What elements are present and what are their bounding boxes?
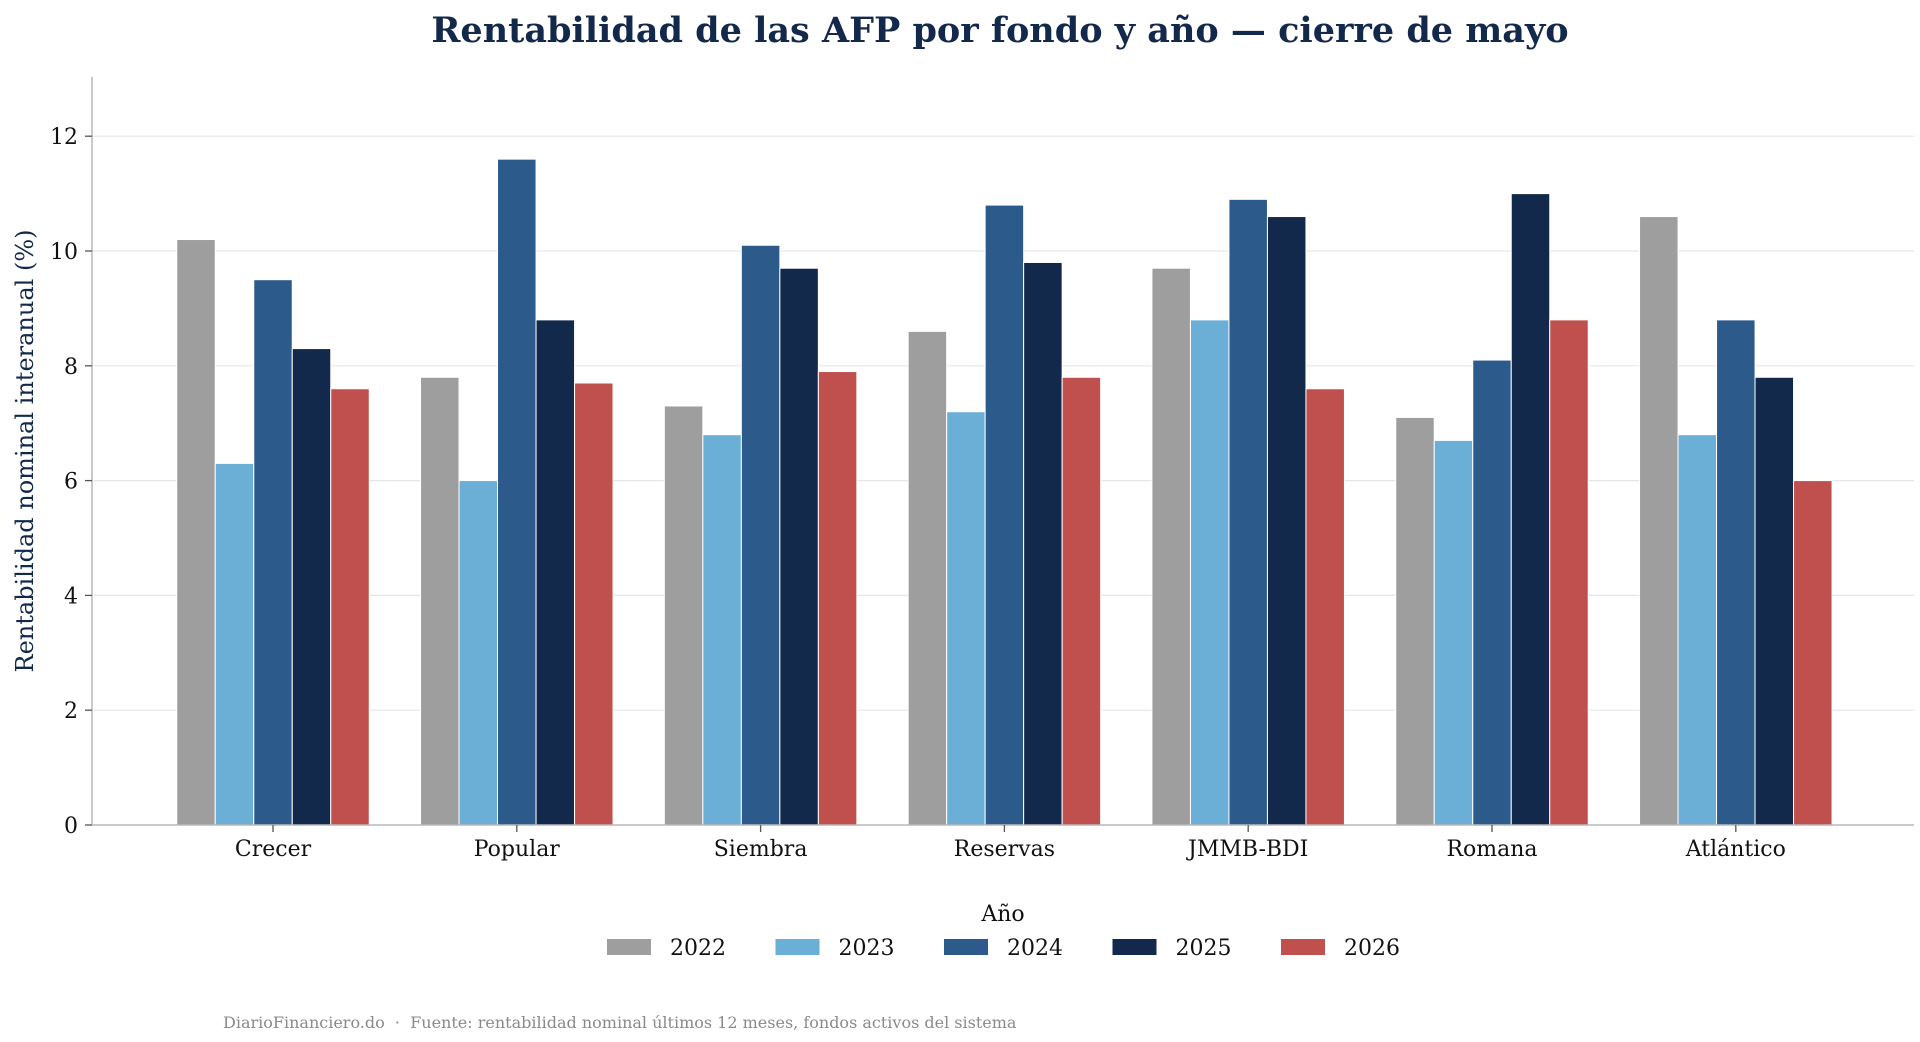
bar-2026-Atlántico [1793, 480, 1833, 826]
x-ticks: Crecer Popular Siembra Reservas JMMB-BDI Roma… [235, 825, 1786, 862]
bar-2024-Popular [497, 158, 537, 826]
bar-2025-Reservas [1023, 261, 1063, 826]
x-tick-label: JMMB-BDI [1186, 837, 1308, 862]
legend: Año 2022 2023 2024 2025 2026 [607, 902, 1400, 961]
bar-2024-Atlántico [1716, 319, 1756, 826]
bar-2022-Reservas [907, 330, 948, 826]
bar-2022-Atlántico [1639, 216, 1679, 826]
legend-label: 2023 [839, 936, 895, 961]
bar-2024-Reservas [984, 204, 1025, 826]
y-tick-label: 4 [64, 584, 78, 609]
bar-2022-JMMB-BDI [1151, 267, 1191, 826]
axes [91, 77, 1914, 826]
bar-2025-Romana [1510, 193, 1551, 826]
bar-2024-JMMB-BDI [1228, 198, 1268, 826]
x-tick-label: Reservas [954, 837, 1055, 862]
y-tick-label: 6 [64, 470, 78, 495]
bar-2026-Popular [574, 382, 614, 826]
legend-label: 2024 [1007, 936, 1063, 961]
legend-label: 2025 [1176, 936, 1232, 961]
x-tick-label: Popular [474, 837, 561, 862]
x-tick-label: Atlántico [1685, 837, 1786, 862]
bar-2026-Reservas [1061, 376, 1102, 826]
bar-2023-Reservas [946, 411, 986, 826]
bar-2022-Crecer [176, 239, 216, 826]
y-axis-label: Rentabilidad nominal interanual (%) [11, 230, 39, 673]
bar-2023-Siembra [702, 434, 742, 826]
bar-2025-Siembra [779, 267, 819, 826]
x-tick-label: Romana [1446, 837, 1537, 862]
bar-2026-Crecer [330, 388, 370, 826]
x-tick-label: Crecer [235, 837, 312, 862]
bar-2026-Romana [1549, 319, 1589, 826]
bar-2023-Atlántico [1677, 434, 1718, 826]
bar-2024-Romana [1472, 359, 1512, 826]
legend-swatch-2025 [1112, 939, 1157, 955]
legend-swatch-2026 [1281, 939, 1325, 955]
bar-2026-Siembra [817, 371, 858, 826]
chart-title: Rentabilidad de las AFP por fondo y año … [431, 10, 1568, 51]
legend-swatch-2023 [775, 939, 820, 955]
bar-2024-Crecer [253, 279, 293, 826]
bar-2023-Popular [458, 480, 499, 826]
bar-2025-JMMB-BDI [1266, 216, 1307, 826]
bar-2022-Popular [420, 376, 460, 826]
bar-2022-Siembra [663, 405, 704, 826]
x-tick-label: Siembra [714, 837, 808, 862]
bar-2025-Atlántico [1754, 376, 1795, 826]
legend-items: 2022 2023 2024 2025 2026 [607, 936, 1400, 961]
bar-2022-Romana [1395, 416, 1435, 826]
y-tick-label: 0 [64, 814, 78, 839]
y-tick-label: 12 [50, 125, 78, 150]
legend-label: 2022 [670, 936, 726, 961]
bar-2023-Crecer [214, 462, 255, 826]
y-tick-label: 10 [50, 240, 78, 265]
legend-title: Año [980, 902, 1024, 927]
bar-2024-Siembra [740, 244, 781, 826]
bar-2025-Crecer [291, 348, 332, 826]
bar-2023-JMMB-BDI [1189, 319, 1230, 826]
legend-swatch-2022 [607, 939, 651, 955]
bar-2023-Romana [1433, 439, 1474, 826]
footer-source: DiarioFinanciero.do · Fuente: rentabilid… [223, 1013, 1017, 1032]
legend-label: 2026 [1344, 936, 1400, 961]
bar-2025-Popular [535, 319, 576, 826]
legend-swatch-2024 [944, 939, 988, 955]
y-tick-label: 8 [64, 355, 78, 380]
y-ticks: 0 2 4 6 8 10 12 [50, 125, 92, 839]
bars [176, 158, 1833, 826]
bar-2026-JMMB-BDI [1305, 388, 1345, 826]
y-tick-label: 2 [64, 699, 78, 724]
